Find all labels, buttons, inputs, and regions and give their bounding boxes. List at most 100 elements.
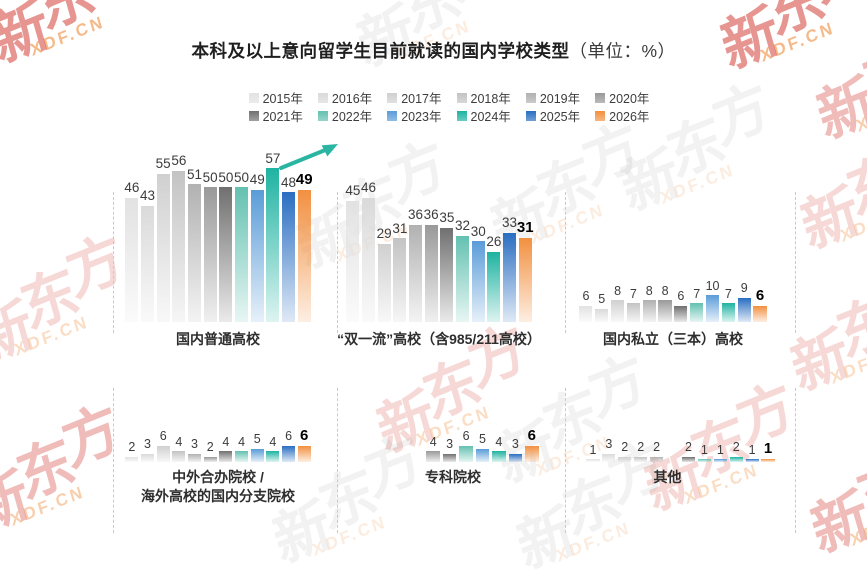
bar-2024: [729, 456, 743, 462]
bar-slot-2017: 29: [376, 227, 392, 322]
bar-value-label-2015: 1: [589, 442, 597, 457]
chart-private-colleges: 6 5 8 7 8 8 6 7 10 7 9 6: [578, 142, 768, 322]
bar-2025: [508, 453, 523, 462]
bar-slot-2020: 36: [423, 208, 439, 322]
legend-item-2025: 2025年: [525, 106, 580, 125]
bar-value-label-2015: 6: [582, 289, 590, 304]
legend-swatch: [317, 110, 328, 121]
bar-slot-2022: 32: [455, 219, 471, 322]
bar-slot-2015: 45: [345, 184, 361, 322]
bar-value-label-2024: 2: [732, 440, 740, 455]
bar-2026: [753, 305, 767, 322]
bar-value-label-2018: 4: [175, 434, 183, 449]
page-title-main: 本科及以上意向留学生目前就读的国内学校类型: [191, 41, 570, 61]
bar-value-label-2023: 10: [705, 278, 720, 293]
bar-value-label-2024: 26: [486, 234, 502, 250]
legend-swatch: [595, 92, 606, 103]
bar-slot-2018: 2: [633, 441, 649, 462]
bar-value-label-2017: 29: [376, 226, 392, 242]
legend-label: 2020年: [609, 92, 650, 106]
bar-slot-2022: 7: [689, 288, 705, 322]
bar-2026: [297, 189, 311, 322]
bar-slot-2021: 50: [218, 169, 234, 322]
bar-slot-2017: 2: [617, 441, 633, 462]
bar-2021: [440, 227, 454, 322]
bar-2018: [172, 451, 186, 462]
bar-2023: [471, 241, 485, 322]
bar-2019: [188, 453, 202, 462]
legend-item-2019: 2019年: [525, 88, 581, 107]
separator-line: [565, 388, 566, 533]
bar-2023: [713, 459, 727, 462]
bar-value-label-2021: 50: [218, 169, 234, 185]
legend-item-2024: 2024年: [456, 106, 511, 125]
bar-slot-2026: 31: [517, 220, 534, 322]
bar-slot-2016: 3: [601, 438, 617, 462]
bar-value-label-2025: 3: [511, 437, 519, 452]
bar-slot-2015: 6: [578, 290, 594, 322]
bar-slot-2019: 8: [641, 285, 657, 322]
bar-value-label-2023: 1: [716, 442, 724, 457]
bar-slot-2023: 5: [249, 433, 265, 462]
legend-label: 2026年: [609, 110, 650, 124]
bar-value-label-2026: 49: [295, 170, 313, 188]
bar-slot-2023: 5: [474, 433, 490, 462]
legend-label: 2023年: [401, 110, 442, 124]
bar-2020: [658, 300, 672, 322]
bar-value-label-2017: 55: [155, 156, 171, 171]
bar-value-label-2020: 8: [661, 283, 669, 298]
bar-2024: [487, 251, 501, 322]
legend-label: 2024年: [470, 110, 511, 124]
bar-value-label-2022: 4: [238, 434, 246, 449]
bar-2024: [266, 451, 280, 462]
bar-value-label-2020: 4: [429, 434, 437, 449]
bar-value-label-2018: 7: [629, 286, 637, 301]
bar-value-label-2017: 8: [614, 283, 622, 298]
bar-value-label-2023: 30: [470, 223, 486, 239]
chart-label-ordinary-universities: 国内普通高校: [176, 331, 260, 347]
bar-slot-2026: 1: [760, 441, 776, 462]
bar-2015: [125, 456, 139, 462]
bar-2022: [456, 235, 470, 322]
bar-2018: [393, 238, 407, 322]
legend-item-2026: 2026年: [595, 106, 649, 125]
bar-slot-2026: 49: [295, 170, 313, 322]
bar-2025: [745, 459, 759, 462]
bar-value-label-2022: 1: [700, 442, 708, 457]
legend-label: 2022年: [331, 110, 373, 124]
bar-slot-2021: 6: [673, 290, 689, 322]
bar-slot-2024: 4: [491, 436, 507, 462]
bar-slot-2020: 50: [202, 169, 218, 322]
bar-slot-2017: 8: [610, 285, 626, 322]
legend-label: 2019年: [539, 92, 581, 106]
bar-value-label-2024: 4: [495, 434, 503, 449]
bar-2023: [475, 448, 490, 462]
legend-item-2021: 2021年: [248, 106, 303, 125]
bar-slot-2024: 2: [728, 441, 744, 462]
bar-2017: [611, 300, 625, 322]
bar-2016: [595, 308, 609, 322]
separator-line: [337, 192, 338, 333]
chart-label-double-first-class: “双一流”高校（含985/211高校）: [337, 331, 541, 347]
bar-value-label-2018: 31: [392, 220, 408, 236]
bar-2020: [203, 187, 217, 322]
bar-2017: [618, 456, 632, 462]
bar-slot-2022: 50: [234, 170, 250, 322]
bar-2025: [282, 192, 296, 322]
bar-value-label-2020: 50: [202, 169, 218, 185]
bar-2022: [235, 451, 249, 462]
bar-2018: [634, 456, 648, 462]
bar-value-label-2026: 6: [755, 286, 765, 304]
bar-2019: [642, 300, 656, 322]
bar-2016: [362, 197, 375, 322]
bar-slot-2021: 4: [218, 436, 234, 462]
bar-slot-2015: 2: [124, 441, 140, 462]
bar-slot-2016: 46: [361, 181, 377, 322]
legend-item-2016: 2016年: [317, 88, 372, 107]
chart-label-others: 其他: [653, 469, 682, 485]
bar-slot-2019: 36: [408, 208, 424, 322]
bar-2021: [674, 305, 688, 322]
